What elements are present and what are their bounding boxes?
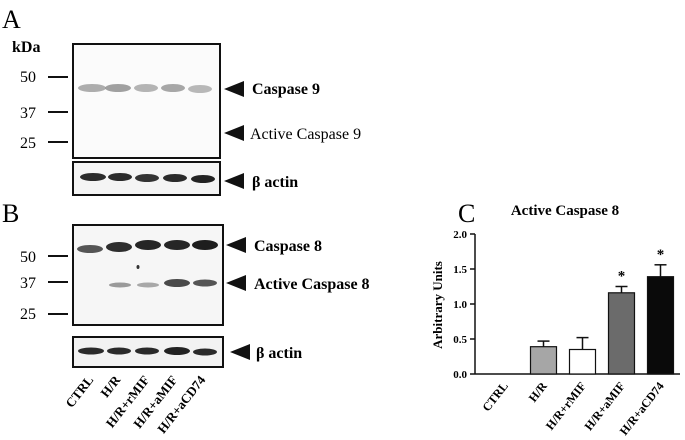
mw-37-b: 37	[20, 275, 36, 292]
blot-b-caspase8	[72, 224, 224, 326]
label-actin-b: β actin	[256, 345, 302, 362]
label-actin-a: β actin	[252, 174, 298, 191]
arrow-active-caspase8	[226, 275, 246, 291]
bar	[568, 348, 597, 375]
y-tick-label: 1.5	[453, 264, 467, 276]
lane-label-ctrl: CTRL	[62, 372, 96, 410]
kda-label: kDa	[12, 39, 40, 56]
y-tick-label: 2.0	[453, 229, 467, 241]
mw-50-b: 50	[20, 249, 36, 266]
blot-b-actin	[72, 336, 224, 368]
lane-label-hr: H/R	[97, 372, 123, 400]
significance-marker: *	[618, 269, 626, 285]
label-active-caspase9: Active Caspase 9	[250, 126, 361, 143]
x-tick-label: CTRL	[479, 379, 511, 414]
panel-a-letter: A	[2, 5, 21, 34]
bar	[646, 276, 675, 375]
arrow-actin-a	[224, 173, 244, 189]
y-axis-title: Arbitrary Units	[430, 261, 445, 349]
bar	[607, 292, 636, 375]
mw-25-b: 25	[20, 306, 36, 323]
y-tick-label: 0.5	[453, 334, 467, 346]
y-tick-label: 0.0	[453, 369, 467, 381]
blot-b-lane-labels: CTRL H/R H/R+rMIF H/R+aMIF H/R+aCD74	[62, 372, 208, 436]
panel-c-letter: C	[458, 199, 475, 228]
panel-b-letter: B	[2, 199, 19, 228]
chart-title: Active Caspase 8	[511, 203, 619, 219]
label-caspase9: Caspase 9	[252, 81, 320, 98]
mw-50-a: 50	[20, 69, 36, 86]
blot-a-actin	[72, 161, 221, 196]
mw-37-a: 37	[20, 105, 36, 122]
x-tick-label: H/R	[526, 379, 550, 405]
y-tick-label: 1.0	[453, 299, 467, 311]
label-active-caspase8: Active Caspase 8	[254, 276, 370, 293]
arrow-actin-b	[230, 344, 250, 360]
bar	[529, 346, 558, 375]
arrow-caspase9	[224, 81, 244, 97]
label-caspase8: Caspase 8	[254, 238, 322, 255]
significance-marker: *	[657, 247, 665, 263]
blot-a-caspase9	[72, 43, 221, 159]
mw-25-a: 25	[20, 135, 36, 152]
arrow-active-caspase9	[224, 125, 244, 141]
arrow-caspase8	[226, 237, 246, 253]
